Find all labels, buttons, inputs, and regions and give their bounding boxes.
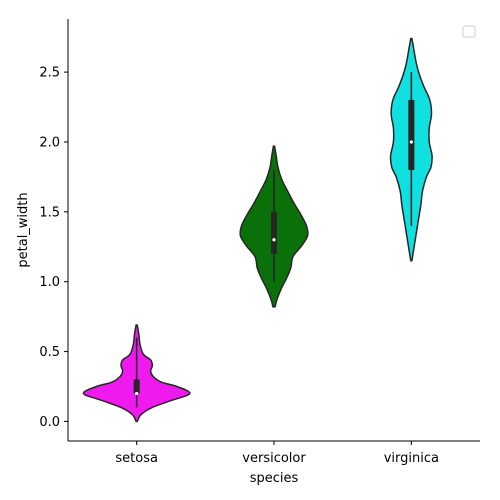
y-tick-label: 0.0 xyxy=(39,415,60,430)
violin-setosa xyxy=(82,324,191,423)
x-tick-label-versicolor: versicolor xyxy=(242,451,306,466)
violin-median-versicolor xyxy=(272,238,276,242)
violin-iqr-box-setosa xyxy=(133,379,140,394)
x-tick-label-virginica: virginica xyxy=(384,451,439,466)
y-tick-label: 1.0 xyxy=(39,275,60,290)
legend-box xyxy=(462,25,476,38)
x-axis-label: species xyxy=(250,471,299,486)
y-tick-label: 2.5 xyxy=(39,66,60,81)
y-axis-ticks: 0.0 0.5 1.0 1.5 2.0 2.5 xyxy=(39,66,68,430)
violin-median-virginica xyxy=(409,140,413,144)
violin-median-setosa xyxy=(135,391,139,396)
violin-iqr-box-versicolor xyxy=(271,211,277,254)
y-tick-label: 0.5 xyxy=(39,345,60,360)
violin-virginica xyxy=(389,37,433,262)
violins-group xyxy=(82,37,433,423)
y-tick-label: 1.5 xyxy=(39,205,60,220)
y-axis-label: petal_width xyxy=(16,192,31,267)
x-tick-label-setosa: setosa xyxy=(115,451,158,466)
violin-versicolor xyxy=(239,145,309,308)
x-axis-ticks: setosa versicolor virginica xyxy=(115,441,439,466)
y-tick-label: 2.0 xyxy=(39,135,60,150)
violin-iqr-box-virginica xyxy=(408,100,415,170)
